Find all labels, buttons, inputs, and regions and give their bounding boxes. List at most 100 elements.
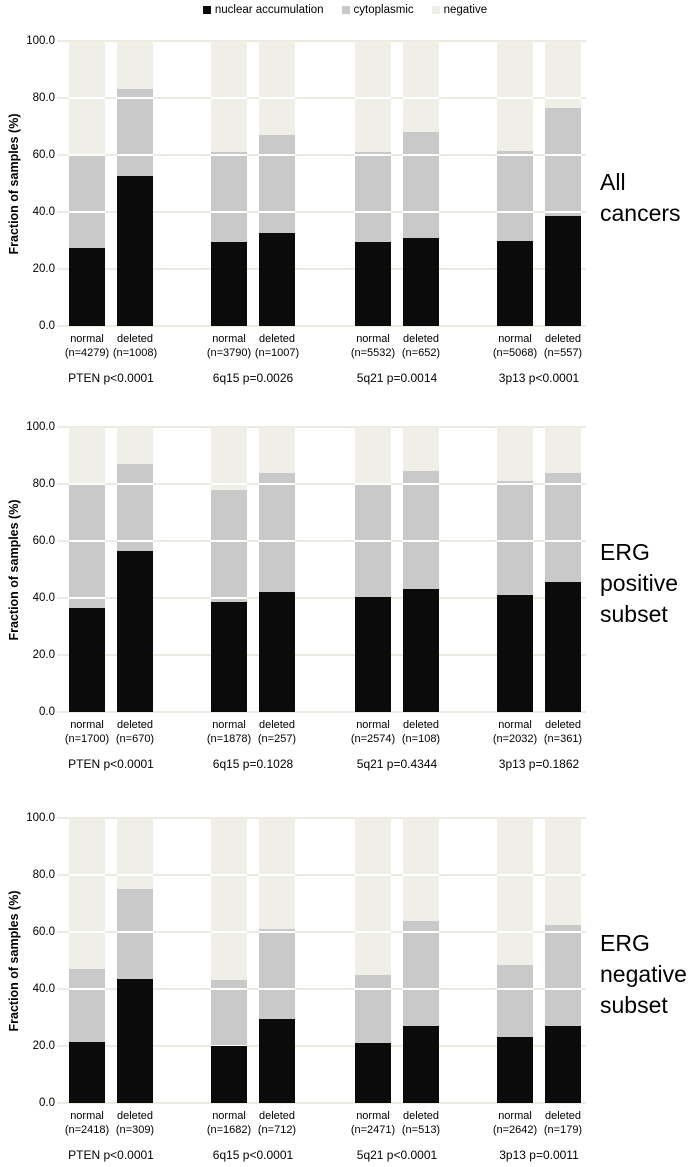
gridline	[57, 1102, 586, 1104]
x-category-n-label: (n=2418)	[64, 1124, 110, 1136]
y-tick-label: 100.0	[26, 812, 55, 824]
bar-segment-cytoplasmic	[117, 89, 153, 177]
gridline-over-bar	[497, 211, 533, 213]
gridline-over-bar	[497, 97, 533, 99]
p-value-label: 6q15 p=0.0026	[212, 371, 294, 385]
gridline	[57, 325, 586, 327]
bar-segment-nuclear	[545, 582, 581, 712]
gridline-over-bar	[211, 931, 247, 933]
gridline-over-bar	[259, 540, 295, 542]
x-category-n-label: (n=3790)	[206, 347, 252, 359]
stacked-bar-5q21-normal	[355, 818, 391, 1103]
gridline-over-bar	[259, 931, 295, 933]
p-value-label: 3p13 p<0.0001	[498, 371, 580, 385]
gridline	[57, 40, 586, 42]
y-tick-label: 80.0	[32, 478, 55, 490]
y-tick-label: 20.0	[32, 649, 55, 661]
bar-segment-nuclear	[211, 241, 247, 326]
stacked-bar-PTEN-normal	[69, 818, 105, 1103]
gridline-over-bar	[69, 988, 105, 990]
gridline-over-bar	[497, 483, 533, 485]
bar-segment-nuclear	[545, 216, 581, 326]
x-category-n-label: (n=5068)	[492, 347, 538, 359]
x-category-label: normal	[70, 1110, 104, 1122]
y-tick-label: 20.0	[32, 1040, 55, 1052]
x-category-label: normal	[356, 333, 390, 345]
p-value-label: PTEN p<0.0001	[68, 757, 154, 771]
gridline-over-bar	[545, 540, 581, 542]
gridline-over-bar	[117, 874, 153, 876]
gridline-over-bar	[355, 97, 391, 99]
gridline	[57, 654, 586, 656]
bar-segment-cytoplasmic	[117, 464, 153, 551]
bar-segment-cytoplasmic	[211, 152, 247, 242]
gridline-over-bar	[355, 988, 391, 990]
gridline-over-bar	[497, 874, 533, 876]
bar-segment-cytoplasmic	[117, 889, 153, 980]
bar-segment-nuclear	[355, 1043, 391, 1103]
p-value-label: 5q21 p=0.0014	[356, 371, 438, 385]
gridline-over-bar	[545, 931, 581, 933]
bar-segment-negative	[355, 41, 391, 153]
p-value-label: PTEN p<0.0001	[68, 371, 154, 385]
gridline-over-bar	[355, 540, 391, 542]
x-category-n-label: (n=1008)	[112, 347, 158, 359]
bar-segment-cytoplasmic	[545, 924, 581, 1027]
panel-side-label-line: ERG	[600, 539, 650, 565]
bar-segment-negative	[259, 818, 295, 930]
panel-side-label: ERG positive subset	[600, 537, 678, 630]
bar-segment-nuclear	[403, 589, 439, 712]
gridline-over-bar	[355, 154, 391, 156]
panel-side-label-line: subset	[600, 992, 668, 1018]
x-category-n-label: (n=2642)	[492, 1124, 538, 1136]
bar-segment-cytoplasmic	[259, 135, 295, 234]
gridline	[57, 483, 586, 485]
panel-side-label-line: All	[600, 168, 626, 195]
gridline-over-bar	[403, 211, 439, 213]
y-tick-label: 100.0	[26, 421, 55, 433]
bar-segment-cytoplasmic	[211, 489, 247, 603]
stacked-bar-6q15-normal	[211, 818, 247, 1103]
gridline-over-bar	[403, 988, 439, 990]
x-category-n-label: (n=2574)	[350, 733, 396, 745]
gridline	[57, 1045, 586, 1047]
gridline-over-bar	[355, 931, 391, 933]
gridline-over-bar	[211, 874, 247, 876]
gridline-over-bar	[117, 540, 153, 542]
x-category-n-label: (n=513)	[401, 1124, 441, 1136]
bar-segment-cytoplasmic	[259, 929, 295, 1019]
y-tick-label: 60.0	[32, 149, 55, 161]
bar-segment-negative	[211, 427, 247, 490]
bar-segment-cytoplasmic	[497, 964, 533, 1038]
y-tick-label: 100.0	[26, 35, 55, 47]
bar-segment-nuclear	[69, 607, 105, 712]
gridline-over-bar	[69, 597, 105, 599]
legend-swatch-icon	[341, 6, 350, 14]
x-category-label: deleted	[544, 1110, 582, 1122]
x-category-label: normal	[498, 1110, 532, 1122]
bar-segment-negative	[117, 818, 153, 890]
stacked-bar-3p13-deleted	[545, 41, 581, 326]
stacked-bar-6q15-deleted	[259, 41, 295, 326]
gridline-over-bar	[117, 483, 153, 485]
y-tick-label: 80.0	[32, 869, 55, 881]
bar-segment-nuclear	[497, 240, 533, 326]
x-category-n-label: (n=670)	[115, 733, 155, 745]
x-category-label: deleted	[116, 1110, 154, 1122]
y-tick-label: 60.0	[32, 535, 55, 547]
gridline-over-bar	[403, 154, 439, 156]
gridline-over-bar	[211, 988, 247, 990]
x-category-label: normal	[356, 1110, 390, 1122]
x-category-n-label: (n=2032)	[492, 733, 538, 745]
panel-side-label-line: ERG	[600, 930, 650, 956]
bar-segment-negative	[259, 41, 295, 136]
x-category-label: normal	[498, 333, 532, 345]
stacked-bar-6q15-deleted	[259, 427, 295, 712]
bar-segment-negative	[117, 427, 153, 465]
x-category-label: normal	[70, 333, 104, 345]
bar-segment-nuclear	[69, 1041, 105, 1103]
x-category-label: normal	[212, 719, 246, 731]
bar-segment-negative	[403, 41, 439, 133]
gridline	[57, 154, 586, 156]
